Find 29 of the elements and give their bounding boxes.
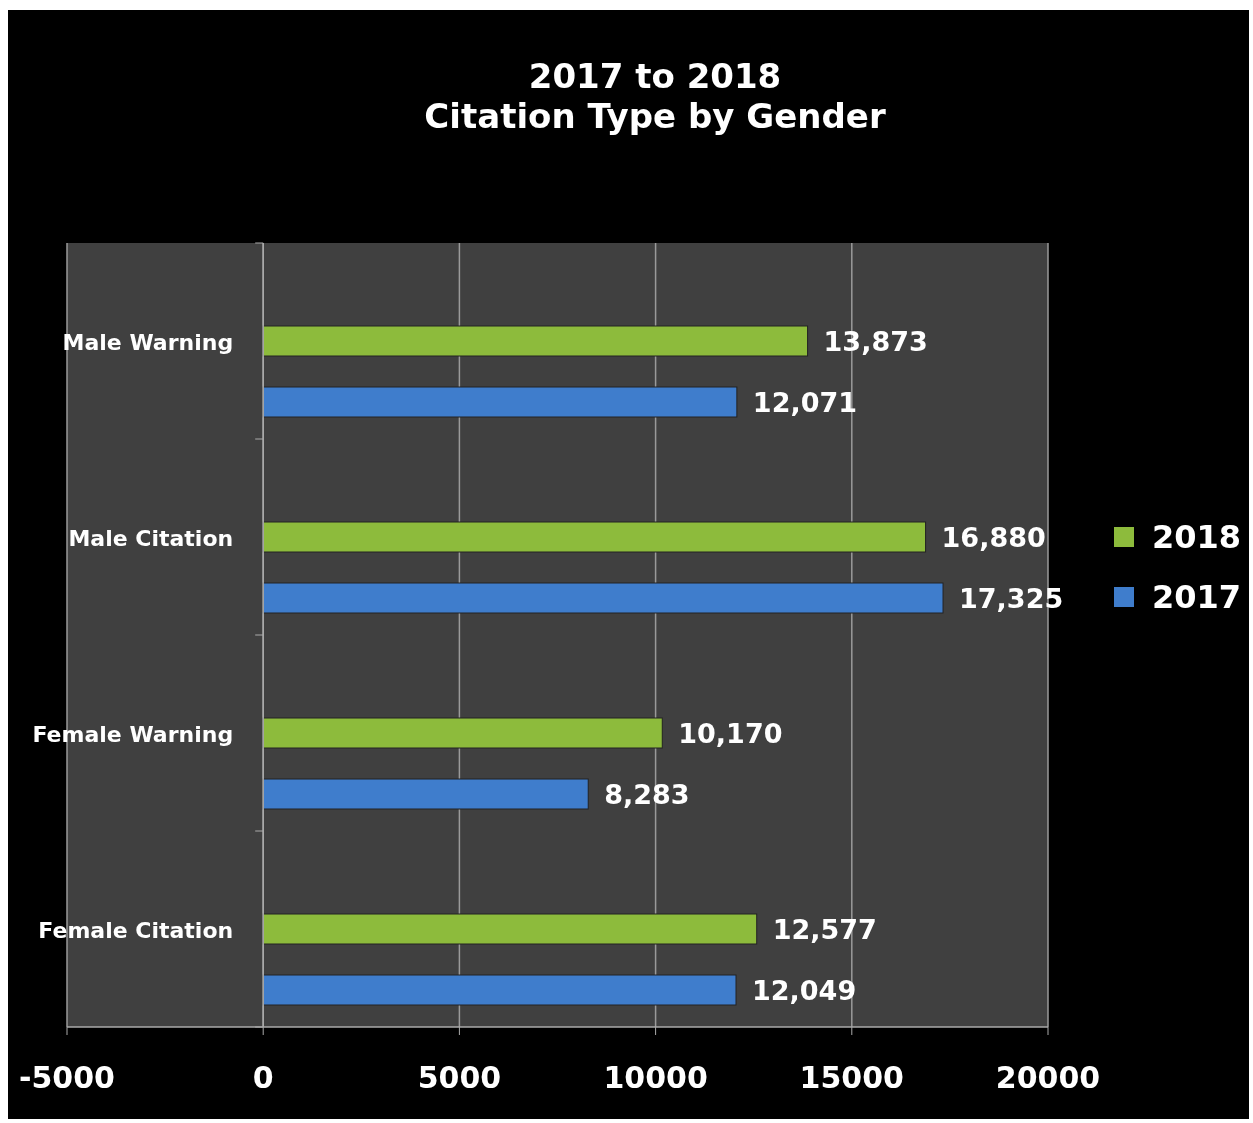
- data-label: 16,880: [941, 522, 1046, 553]
- x-tick-label: 10000: [603, 1060, 708, 1095]
- bar: [262, 582, 944, 614]
- data-label: 12,577: [772, 914, 877, 945]
- data-label: 13,873: [823, 326, 928, 357]
- bar: [262, 913, 758, 945]
- data-label: 10,170: [678, 718, 783, 749]
- x-tick-label: 15000: [799, 1060, 904, 1095]
- x-tick-label: 20000: [995, 1060, 1101, 1095]
- bar: [262, 386, 738, 418]
- chart-title: 2017 to 2018 Citation Type by Gender: [424, 56, 886, 136]
- bar: [262, 778, 589, 810]
- y-tick-label: Female Citation: [38, 918, 234, 943]
- data-label: 12,049: [752, 975, 857, 1006]
- data-label: 17,325: [959, 583, 1064, 614]
- bar: [262, 521, 927, 553]
- legend-label: 2017: [1152, 578, 1242, 616]
- y-tick-label: Male Citation: [68, 526, 234, 551]
- data-label: 8,283: [604, 779, 690, 810]
- y-tick-label: Female Warning: [32, 722, 234, 747]
- bar: [262, 717, 663, 749]
- x-tick-label: -5000: [19, 1060, 115, 1095]
- x-tick-label: 5000: [417, 1060, 502, 1095]
- bar: [262, 974, 737, 1006]
- y-tick-label: Male Warning: [62, 330, 234, 355]
- x-tick-label: 0: [252, 1060, 274, 1095]
- bar: [262, 325, 809, 357]
- data-label: 12,071: [752, 387, 858, 418]
- legend-label: 2018: [1152, 518, 1242, 556]
